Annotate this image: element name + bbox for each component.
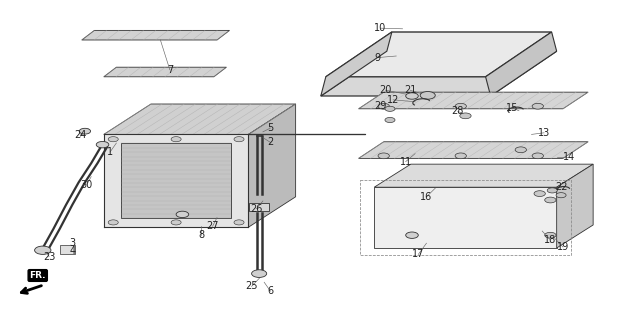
Text: 27: 27 bbox=[206, 221, 219, 231]
Text: 16: 16 bbox=[420, 192, 433, 202]
Circle shape bbox=[406, 93, 418, 99]
Polygon shape bbox=[486, 32, 557, 96]
Circle shape bbox=[385, 117, 395, 123]
Circle shape bbox=[171, 220, 181, 225]
Circle shape bbox=[460, 113, 471, 119]
Polygon shape bbox=[104, 134, 248, 227]
Text: 11: 11 bbox=[399, 156, 412, 167]
Circle shape bbox=[35, 246, 51, 254]
Polygon shape bbox=[121, 143, 231, 218]
Text: 5: 5 bbox=[267, 123, 274, 133]
Polygon shape bbox=[326, 32, 552, 77]
Circle shape bbox=[176, 211, 189, 218]
Text: 26: 26 bbox=[250, 204, 263, 214]
Circle shape bbox=[515, 147, 526, 153]
Text: 28: 28 bbox=[452, 106, 464, 116]
Circle shape bbox=[234, 137, 244, 142]
Circle shape bbox=[545, 197, 556, 203]
Circle shape bbox=[406, 232, 418, 238]
Text: 1: 1 bbox=[107, 147, 113, 157]
Circle shape bbox=[532, 103, 543, 109]
Circle shape bbox=[534, 191, 545, 196]
Polygon shape bbox=[60, 245, 75, 254]
Circle shape bbox=[108, 137, 118, 142]
Polygon shape bbox=[249, 203, 269, 211]
Polygon shape bbox=[104, 104, 296, 134]
Circle shape bbox=[455, 103, 466, 109]
Circle shape bbox=[108, 220, 118, 225]
Circle shape bbox=[378, 103, 389, 109]
Circle shape bbox=[234, 220, 244, 225]
Circle shape bbox=[252, 270, 267, 277]
Circle shape bbox=[532, 153, 543, 159]
Text: 17: 17 bbox=[412, 249, 425, 260]
Text: 22: 22 bbox=[555, 182, 568, 192]
Text: 29: 29 bbox=[374, 101, 387, 111]
Polygon shape bbox=[321, 51, 557, 96]
Polygon shape bbox=[374, 187, 557, 248]
Circle shape bbox=[79, 128, 91, 134]
Circle shape bbox=[547, 188, 557, 193]
Polygon shape bbox=[374, 164, 593, 187]
Text: 12: 12 bbox=[387, 95, 399, 105]
Text: FR.: FR. bbox=[30, 271, 46, 280]
Polygon shape bbox=[248, 104, 296, 227]
Circle shape bbox=[455, 153, 466, 159]
Circle shape bbox=[171, 137, 181, 142]
Text: 18: 18 bbox=[544, 235, 557, 245]
Text: 30: 30 bbox=[81, 180, 93, 190]
Polygon shape bbox=[557, 164, 593, 248]
Polygon shape bbox=[359, 92, 588, 109]
Text: 3: 3 bbox=[69, 238, 75, 248]
Polygon shape bbox=[104, 67, 226, 77]
Polygon shape bbox=[82, 30, 230, 40]
Circle shape bbox=[96, 141, 109, 148]
Text: 21: 21 bbox=[404, 85, 416, 95]
Text: 15: 15 bbox=[506, 103, 519, 113]
Text: 20: 20 bbox=[379, 85, 392, 95]
Text: 10: 10 bbox=[374, 23, 387, 33]
Circle shape bbox=[385, 106, 395, 111]
Text: 19: 19 bbox=[557, 242, 569, 252]
Polygon shape bbox=[359, 142, 588, 158]
Text: 24: 24 bbox=[74, 130, 87, 140]
Text: 4: 4 bbox=[69, 246, 75, 256]
Circle shape bbox=[378, 153, 389, 159]
Text: 9: 9 bbox=[374, 52, 381, 63]
Text: 25: 25 bbox=[245, 281, 258, 292]
Text: 6: 6 bbox=[267, 286, 274, 296]
Circle shape bbox=[420, 92, 435, 99]
Text: 2: 2 bbox=[267, 137, 274, 148]
Text: 7: 7 bbox=[167, 65, 173, 75]
Polygon shape bbox=[321, 32, 392, 96]
Text: 13: 13 bbox=[538, 128, 550, 138]
Circle shape bbox=[545, 232, 556, 238]
Text: 14: 14 bbox=[563, 152, 576, 162]
Text: 8: 8 bbox=[198, 230, 204, 240]
Text: 23: 23 bbox=[43, 252, 55, 262]
Circle shape bbox=[556, 193, 566, 198]
